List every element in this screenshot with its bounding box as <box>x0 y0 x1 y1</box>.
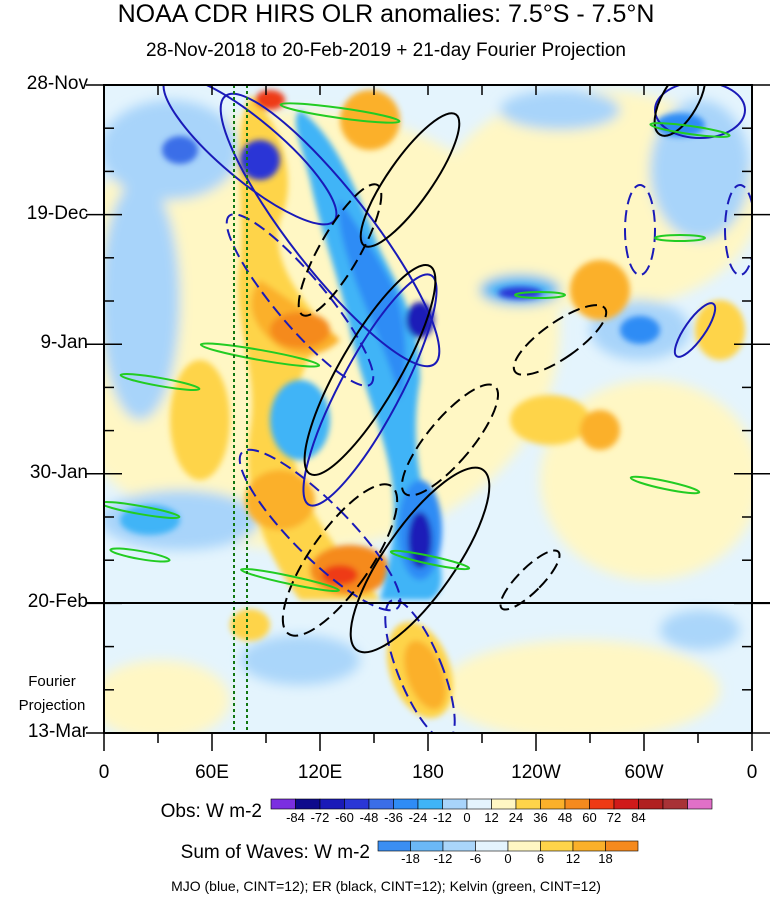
x-tick-label: 0 <box>746 762 758 783</box>
y-tick-label: 20-Feb <box>27 591 88 613</box>
colorbar-tick-label: -72 <box>310 810 330 825</box>
chart-title: NOAA CDR HIRS OLR anomalies: 7.5°S - 7.5… <box>117 0 655 28</box>
x-tick-label: 180 <box>412 762 444 783</box>
y-tick-label: 28-Nov <box>26 73 88 94</box>
colorbar-tick-label: -84 <box>286 810 305 825</box>
colorbar-swatch <box>295 798 321 810</box>
x-tick-label: 120E <box>297 762 343 783</box>
colorbar-tick-label: 72 <box>606 810 622 825</box>
colorbar-swatch <box>475 840 509 852</box>
colorbar-tick-label: -12 <box>433 851 453 866</box>
colorbar-swatch <box>687 798 713 810</box>
y-tick-label: 13-Mar <box>27 721 88 742</box>
colorbar-swatch <box>491 798 517 810</box>
wave-contours <box>104 85 752 733</box>
colorbar-tick-label: -6 <box>469 851 482 866</box>
colorbar-swatch <box>638 798 664 810</box>
colorbar-swatch <box>442 798 468 810</box>
colorbar-swatch <box>393 798 419 810</box>
colorbar-tick-label: 36 <box>533 810 548 825</box>
colorbar-obs-title: Obs: W m-2 <box>160 801 262 822</box>
colorbar-tick-label: -18 <box>401 851 420 866</box>
colorbar-swatch <box>442 840 476 852</box>
x-tick-label: 0 <box>98 762 110 783</box>
x-tick-label: 120W <box>511 762 561 783</box>
colorbar-tick-label: 12 <box>484 810 499 825</box>
y-tick-label: 9-Jan <box>40 332 88 354</box>
colorbar-swatch <box>344 798 370 810</box>
axis-ticks <box>86 84 770 751</box>
colorbar-tick-label: -60 <box>335 810 354 825</box>
colorbar-swatch <box>466 798 492 810</box>
x-tick-label: 60W <box>624 762 664 783</box>
colorbar-tick-label: 6 <box>536 851 545 866</box>
projection-label: Fourier Projection <box>18 673 86 714</box>
colorbar-swatch <box>515 798 541 810</box>
x-tick-label: 60E <box>195 762 229 783</box>
colorbar-waves-title: Sum of Waves: W m-2 <box>180 842 370 863</box>
chart-subtitle: 28-Nov-2018 to 20-Feb-2019 + 21-day Four… <box>145 40 627 61</box>
colorbar-tick-label: -48 <box>359 810 379 825</box>
footnote: MJO (blue, CINT=12); ER (black, CINT=12)… <box>171 878 601 894</box>
colorbar-tick-label: 60 <box>582 810 597 825</box>
colorbar-swatch <box>572 840 606 852</box>
colorbar-swatch <box>368 798 394 810</box>
y-tick-label: 30-Jan <box>29 461 88 483</box>
colorbar-swatch <box>540 798 566 810</box>
colorbar-swatch <box>507 840 541 852</box>
colorbar-tick-label: -24 <box>408 810 428 825</box>
obs-field <box>104 85 752 603</box>
colorbar-swatch <box>417 798 443 810</box>
colorbar-tick-label: 0 <box>463 810 471 825</box>
colorbar-swatch <box>377 840 411 852</box>
colorbar-tick-label: -36 <box>384 810 403 825</box>
colorbar-obs <box>270 798 713 810</box>
colorbar-tick-label: 84 <box>631 810 646 825</box>
colorbar-swatch <box>319 798 345 810</box>
colorbar-waves <box>377 840 639 852</box>
y-tick-label: 19-Dec <box>26 202 88 224</box>
colorbar-tick-label: 48 <box>557 810 573 825</box>
colorbar-swatch <box>605 840 639 852</box>
colorbar-tick-label: -12 <box>433 810 452 825</box>
colorbar-swatch <box>270 798 296 810</box>
colorbar-tick-label: 0 <box>504 851 512 866</box>
colorbar-tick-label: 18 <box>598 851 613 866</box>
colorbar-tick-label: 12 <box>565 851 581 866</box>
colorbar-swatch <box>662 798 688 810</box>
colorbar-swatch <box>589 798 615 810</box>
projection-field <box>104 603 752 733</box>
colorbar-swatch <box>540 840 574 852</box>
colorbar-tick-label: 24 <box>508 810 524 825</box>
colorbar-swatch <box>613 798 639 810</box>
colorbar-swatch <box>564 798 590 810</box>
colorbar-swatch <box>410 840 444 852</box>
